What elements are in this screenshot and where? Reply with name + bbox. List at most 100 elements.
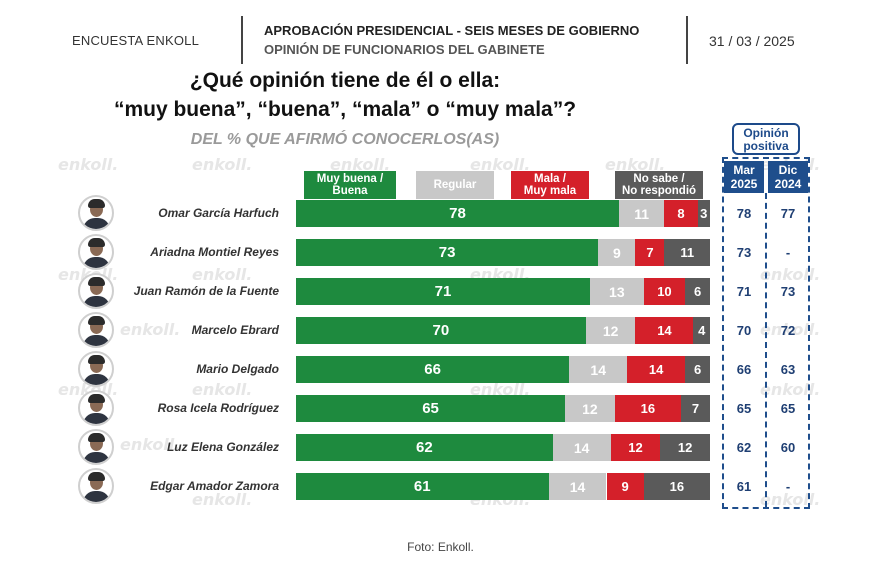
bar-segment-no-sabe: 4 (693, 317, 710, 344)
bar-value-label: 14 (569, 478, 586, 495)
watermark-logo: enkoll. (192, 490, 253, 509)
bar-value-label: 71 (434, 283, 452, 300)
bar-value-label: 6 (693, 284, 702, 299)
watermark-logo: enkoll. (470, 155, 531, 174)
bar-segment-mala: 16 (614, 395, 681, 422)
watermark-logo: enkoll. (192, 265, 253, 284)
opinion-positiva-dic-2024: 65 (780, 401, 796, 416)
bar-segment-mala: 9 (606, 473, 644, 500)
bar-segment-no-sabe: 12 (660, 434, 710, 461)
bar-value-label: 7 (691, 401, 700, 416)
watermark-logo: enkoll. (760, 265, 821, 284)
bar-value-label: 14 (657, 323, 672, 338)
bar-value-label: 4 (698, 323, 706, 338)
opinion-positiva-box (722, 157, 810, 509)
col-header-dic-2024: Dic 2024 (768, 161, 808, 193)
bar-value-label: 12 (677, 440, 693, 455)
bar-segment-muy-buena: 61 (296, 473, 549, 500)
legend-muy-buena-line2: Buena (332, 185, 368, 197)
bar-segment-mala: 14 (635, 317, 694, 344)
watermark-logo: enkoll. (120, 435, 181, 454)
watermark-logo: enkoll. (605, 155, 666, 174)
bar-segment-muy-buena: 73 (296, 239, 599, 266)
bar-value-label: 12 (582, 400, 598, 417)
col-header-mar-2025: Mar 2025 (724, 161, 764, 193)
bar-value-label: 12 (602, 322, 619, 339)
bar-segment-muy-buena: 65 (296, 395, 566, 422)
opinion-positiva-dic-2024: 63 (780, 362, 796, 377)
watermark-logo: enkoll. (120, 320, 181, 339)
bar-segment-no-sabe: 16 (643, 473, 710, 500)
opinion-positiva-line1: Opinión (743, 126, 789, 140)
opinion-positiva-mar-2025: 78 (736, 206, 752, 221)
opinion-positiva-title: Opinión positiva (732, 123, 800, 155)
bar-segment-no-sabe: 6 (685, 278, 710, 305)
bar-value-label: 13 (609, 283, 625, 300)
survey-label: ENCUESTA ENKOLL (72, 33, 200, 48)
bar-segment-muy-buena: 62 (296, 434, 553, 461)
bar-value-label: 11 (634, 205, 650, 222)
avatar (78, 273, 114, 309)
col-header-dic-line1: Dic (778, 163, 798, 177)
legend-regular-label: Regular (433, 179, 477, 191)
opinion-positiva-mar-2025: 73 (736, 245, 752, 260)
legend-mala-line2: Muy mala (523, 185, 577, 197)
bar-value-label: 61 (413, 478, 431, 495)
col-header-dic-line2: 2024 (774, 177, 802, 191)
watermark-logo: enkoll. (330, 155, 391, 174)
legend-muy-buena: Muy buena / Buena (304, 171, 396, 199)
bar-segment-regular: 9 (598, 239, 636, 266)
avatar (78, 390, 114, 426)
watermark-logo: enkoll. (192, 155, 253, 174)
watermark-logo: enkoll. (470, 380, 531, 399)
opinion-positiva-mar-2025: 71 (736, 284, 752, 299)
avatar (78, 234, 114, 270)
opinion-positiva-dic-2024: 72 (780, 323, 796, 338)
official-name: Edgar Amador Zamora (150, 479, 279, 493)
watermark-logo: enkoll. (58, 155, 119, 174)
bar-segment-muy-buena: 78 (296, 200, 619, 227)
avatar (78, 429, 114, 465)
bar-segment-regular: 12 (585, 317, 636, 344)
bar-segment-regular: 11 (618, 200, 665, 227)
avatar (78, 195, 114, 231)
bar-value-label: 66 (424, 361, 441, 378)
bar-value-label: 14 (648, 362, 664, 377)
bar-segment-muy-buena: 70 (296, 317, 586, 344)
opinion-positiva-mar-2025: 65 (736, 401, 752, 416)
opinion-positiva-dic-2024: - (785, 245, 791, 260)
avatar (78, 468, 114, 504)
watermark-logo: enkoll. (760, 320, 821, 339)
opinion-positiva-dic-2024: - (785, 479, 791, 494)
official-name: Rosa Icela Rodríguez (157, 401, 279, 415)
avatar (78, 312, 114, 348)
bar-value-label: 10 (657, 284, 672, 299)
header-divider-right (686, 16, 688, 64)
bar-value-label: 8 (677, 206, 685, 221)
bar-value-label: 62 (415, 439, 433, 456)
opinion-positiva-mar-2025: 62 (736, 440, 752, 455)
bar-segment-muy-buena: 71 (296, 278, 590, 305)
opinion-positiva-mar-2025: 70 (736, 323, 752, 338)
bar-value-label: 12 (628, 440, 643, 455)
bar-segment-regular: 14 (552, 434, 611, 461)
header-divider-left (241, 16, 243, 64)
bar-value-label: 16 (669, 479, 685, 494)
avatar (78, 351, 114, 387)
bar-value-label: 11 (680, 245, 695, 260)
bar-segment-regular: 13 (589, 278, 644, 305)
official-name: Mario Delgado (196, 362, 279, 376)
official-name: Juan Ramón de la Fuente (133, 284, 279, 298)
official-name: Omar García Harfuch (158, 206, 279, 220)
bar-segment-regular: 12 (565, 395, 615, 422)
legend-regular: Regular (416, 171, 494, 199)
bar-segment-muy-buena: 66 (296, 356, 570, 383)
watermark-logo: enkoll. (760, 380, 821, 399)
bar-value-label: 65 (422, 400, 439, 417)
opinion-positiva-mar-2025: 66 (736, 362, 752, 377)
bar-value-label: 14 (590, 361, 606, 378)
bar-value-label: 7 (646, 245, 654, 260)
watermark-logo: enkoll. (192, 380, 253, 399)
bar-segment-no-sabe: 7 (681, 395, 710, 422)
survey-date: 31 / 03 / 2025 (709, 33, 795, 49)
